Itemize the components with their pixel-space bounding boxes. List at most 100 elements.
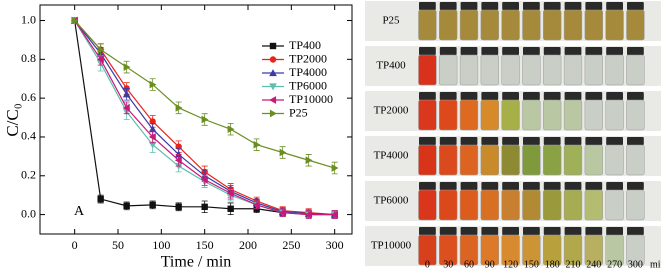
marker <box>175 203 182 211</box>
marker <box>122 104 130 112</box>
vial-cap <box>460 47 478 55</box>
marker <box>331 164 339 172</box>
vial-cap <box>543 137 561 145</box>
vial <box>584 189 603 221</box>
y-tick-label: 0.4 <box>21 129 36 143</box>
column-label: 180 <box>545 259 560 270</box>
legend-marker <box>269 42 277 50</box>
x-tick-label: 150 <box>196 238 214 252</box>
legend-label: TP2000 <box>289 51 327 65</box>
vial <box>459 9 479 41</box>
vial <box>563 9 583 41</box>
x-tick-label: 50 <box>112 238 124 252</box>
vial <box>605 189 624 221</box>
vial-cap <box>460 137 478 145</box>
vial <box>418 189 437 221</box>
column-label: 0 <box>425 259 430 270</box>
vial-cap <box>627 182 644 190</box>
x-tick-label: 0 <box>72 238 78 252</box>
vial-cap <box>439 227 457 235</box>
vial-cap <box>585 182 603 190</box>
row-label: TP6000 <box>374 195 409 207</box>
marker <box>148 133 156 141</box>
vial-cap <box>543 182 561 190</box>
vial <box>584 144 603 176</box>
annotation: A <box>74 204 85 219</box>
y-tick-label: 0.2 <box>21 168 36 182</box>
vial <box>563 99 583 131</box>
vial-cap <box>606 92 623 100</box>
vial <box>459 54 479 86</box>
vial <box>439 234 458 266</box>
vial-cap <box>439 2 457 10</box>
row-label: TP10000 <box>371 240 412 252</box>
vial <box>501 9 520 41</box>
y-tick-label: 0.6 <box>21 90 36 104</box>
vial-cap <box>585 92 603 100</box>
vial <box>439 54 458 86</box>
column-label: 270 <box>607 259 622 270</box>
vial <box>543 234 562 266</box>
vial-cap <box>564 47 582 55</box>
marker <box>330 210 338 219</box>
legend-marker <box>269 109 277 118</box>
vial-cap <box>543 2 561 10</box>
vial <box>418 99 437 131</box>
vial <box>584 99 603 131</box>
vial-cap <box>481 182 499 190</box>
vial <box>563 234 583 266</box>
vial-cap <box>585 137 603 145</box>
vial <box>563 189 583 221</box>
x-tick-label: 200 <box>239 238 257 252</box>
vial <box>501 234 520 266</box>
vial-cap <box>606 47 623 55</box>
marker <box>97 195 104 203</box>
vial <box>584 234 603 266</box>
vial <box>418 9 437 41</box>
vial <box>543 99 562 131</box>
vial <box>563 144 583 176</box>
vial <box>522 9 541 41</box>
vial-cap <box>419 47 436 55</box>
vial-cap <box>419 137 436 145</box>
vial-cap <box>564 227 582 235</box>
vial <box>501 54 520 86</box>
legend-label: TP400 <box>289 38 321 52</box>
vial-cap <box>606 182 623 190</box>
marker <box>201 203 208 211</box>
vial-cap <box>523 182 540 190</box>
vial-cap <box>481 47 499 55</box>
unit-label: min <box>650 259 661 270</box>
marker <box>227 125 235 134</box>
marker <box>148 141 157 149</box>
vial <box>480 234 499 266</box>
vial <box>584 9 603 41</box>
marker <box>227 205 234 212</box>
vial-cap <box>419 2 436 10</box>
vial <box>480 9 499 41</box>
vial <box>522 234 541 266</box>
marker <box>149 80 157 89</box>
marker <box>304 210 312 219</box>
vial-cap <box>439 182 457 190</box>
vial <box>501 144 520 176</box>
vial <box>626 54 645 86</box>
marker <box>97 45 105 54</box>
vial <box>480 189 499 221</box>
vial-cap <box>419 227 436 235</box>
marker <box>305 156 313 165</box>
y-tick-label: 0.0 <box>21 206 36 220</box>
marker <box>200 175 208 184</box>
vial <box>439 9 458 41</box>
vial-cap <box>481 92 499 100</box>
legend-label: P25 <box>289 105 308 119</box>
vial <box>480 144 499 176</box>
row-label: TP2000 <box>374 105 409 117</box>
vial-cap <box>439 137 457 145</box>
vial-cap <box>502 227 519 235</box>
vial-cap <box>564 92 582 100</box>
legend-label: TP6000 <box>289 78 327 92</box>
x-tick-label: 300 <box>326 238 344 252</box>
vial-cap <box>606 137 623 145</box>
